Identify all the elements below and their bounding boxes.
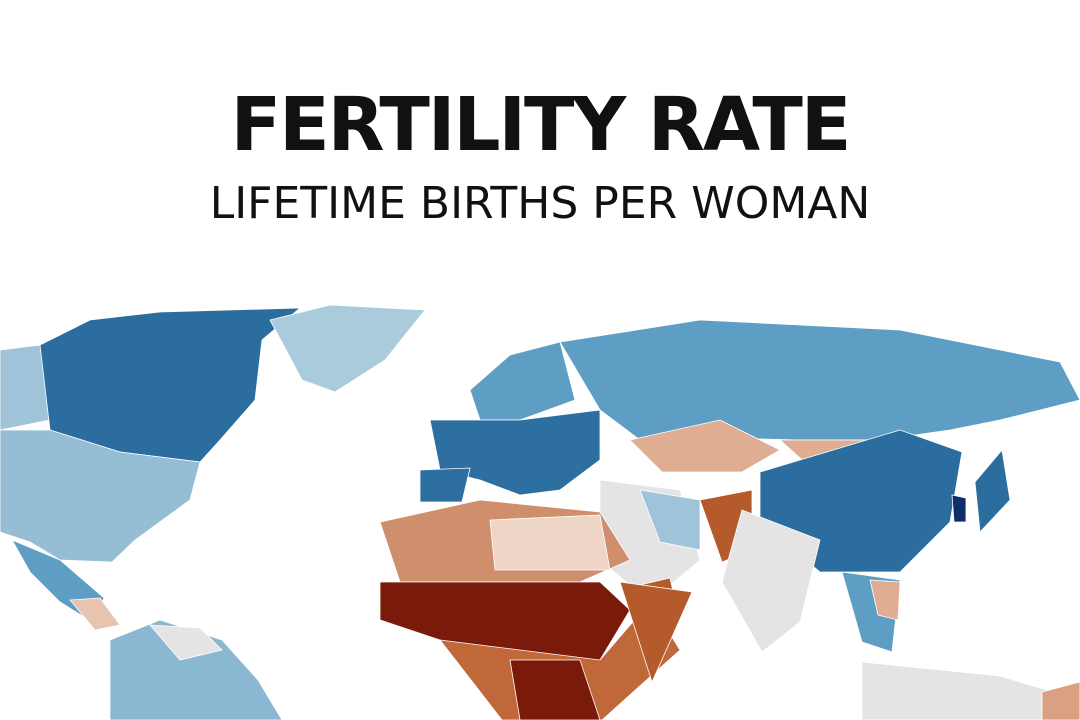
greenland <box>269 304 426 393</box>
subtitle: LIFETIME BIRTHS PER WOMAN <box>209 178 871 229</box>
kazakhstan <box>629 419 781 473</box>
russia <box>559 319 1080 441</box>
japan <box>974 449 1011 533</box>
south-america-gray <box>149 624 223 661</box>
usa <box>0 429 201 563</box>
title: FERTILITY RATE <box>230 82 852 168</box>
horn-of-africa <box>619 581 693 684</box>
australia <box>1041 681 1080 720</box>
indochina <box>869 579 901 621</box>
india <box>721 509 821 653</box>
northern-europe <box>469 341 576 421</box>
iran <box>639 489 701 551</box>
spain <box>419 467 471 503</box>
indonesia <box>861 661 1080 720</box>
south-korea <box>951 494 967 523</box>
libya-egypt <box>489 514 611 571</box>
congo <box>509 659 601 720</box>
central-america <box>69 597 121 631</box>
south-america-north <box>109 619 283 720</box>
